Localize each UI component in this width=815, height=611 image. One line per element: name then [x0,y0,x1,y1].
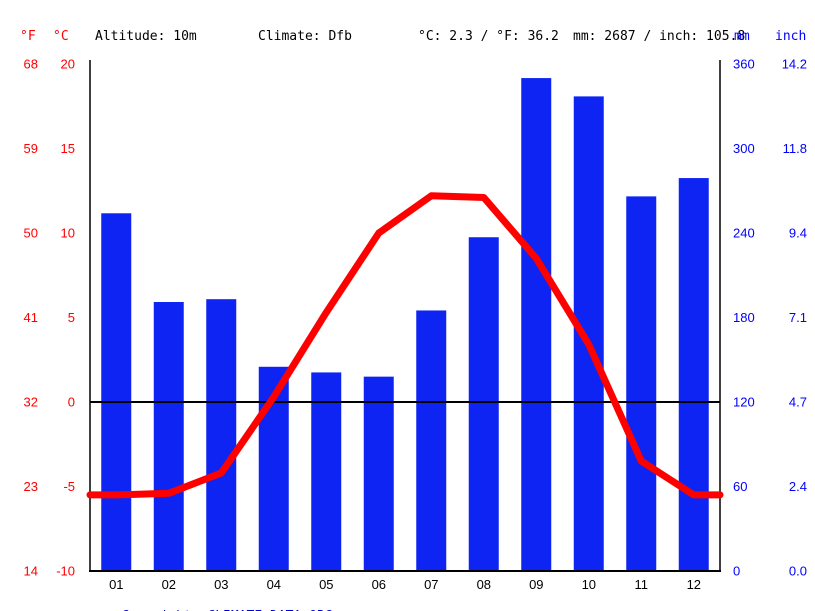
precip-bar-09 [521,78,552,571]
tick-fahrenheit: 32 [24,395,38,410]
tick-celsius: 20 [61,57,75,72]
inch-axis-title: inch [775,29,807,44]
tick-celsius: 0 [68,395,75,410]
month-label-07: 07 [424,577,438,592]
tick-inch: 14.2 [782,57,807,72]
month-label-03: 03 [214,577,228,592]
precip-bar-12 [678,178,709,571]
tick-inch: 9.4 [789,226,807,241]
tick-fahrenheit: 23 [24,479,38,494]
tick-celsius: 15 [61,141,75,156]
month-label-06: 06 [372,577,386,592]
tick-mm: 120 [733,395,755,410]
precip-bar-05 [311,372,342,571]
tick-fahrenheit: 50 [24,226,38,241]
tick-mm: 300 [733,141,755,156]
precip-bar-03 [206,299,237,571]
climate-classification: Climate: Dfb [258,29,352,44]
tick-mm: 60 [733,479,747,494]
tick-inch: 2.4 [789,479,807,494]
tick-inch: 11.8 [783,141,807,156]
tick-mm: 180 [733,310,755,325]
mm-axis-title: mm [734,29,750,44]
tick-celsius: 10 [61,226,75,241]
tick-inch: 7.1 [789,310,807,325]
tick-inch: 4.7 [789,395,807,410]
copyright: Copyright: CLIMATE-DATA.ORG [90,594,332,611]
tick-inch: 0.0 [789,564,807,579]
month-label-01: 01 [109,577,123,592]
month-label-05: 05 [319,577,333,592]
tick-fahrenheit: 68 [24,57,38,72]
precip-bar-06 [363,376,394,571]
tick-fahrenheit: 59 [24,141,38,156]
temperature-line [86,192,724,499]
copyright-link[interactable]: CLIMATE-DATA.ORG [207,609,332,611]
precip-bar-08 [468,237,499,572]
precip-bar-02 [153,302,184,571]
altitude-label: Altitude: 10m [95,29,197,44]
tick-fahrenheit: 41 [24,310,38,325]
month-label-02: 02 [162,577,176,592]
tick-mm: 0 [733,564,740,579]
precip-bar-01 [101,213,132,571]
month-label-10: 10 [582,577,596,592]
tick-mm: 360 [733,57,755,72]
month-label-09: 09 [529,577,543,592]
fahrenheit-axis-title: °F [20,29,36,44]
precip-bar-07 [416,310,447,571]
tick-celsius: 5 [68,310,75,325]
month-label-08: 08 [477,577,491,592]
month-label-04: 04 [267,577,281,592]
tick-mm: 240 [733,226,755,241]
tick-celsius: -10 [56,564,75,579]
month-label-12: 12 [687,577,701,592]
month-label-11: 11 [635,577,649,592]
copyright-label: Copyright: [121,609,207,611]
precip-bar-11 [626,196,657,571]
precipitation-summary: mm: 2687 / inch: 105.8 [573,29,746,44]
tick-celsius: -5 [63,479,75,494]
celsius-axis-title: °C [53,29,69,44]
temperature-summary: °C: 2.3 / °F: 36.2 [418,29,559,44]
tick-fahrenheit: 14 [24,564,38,579]
